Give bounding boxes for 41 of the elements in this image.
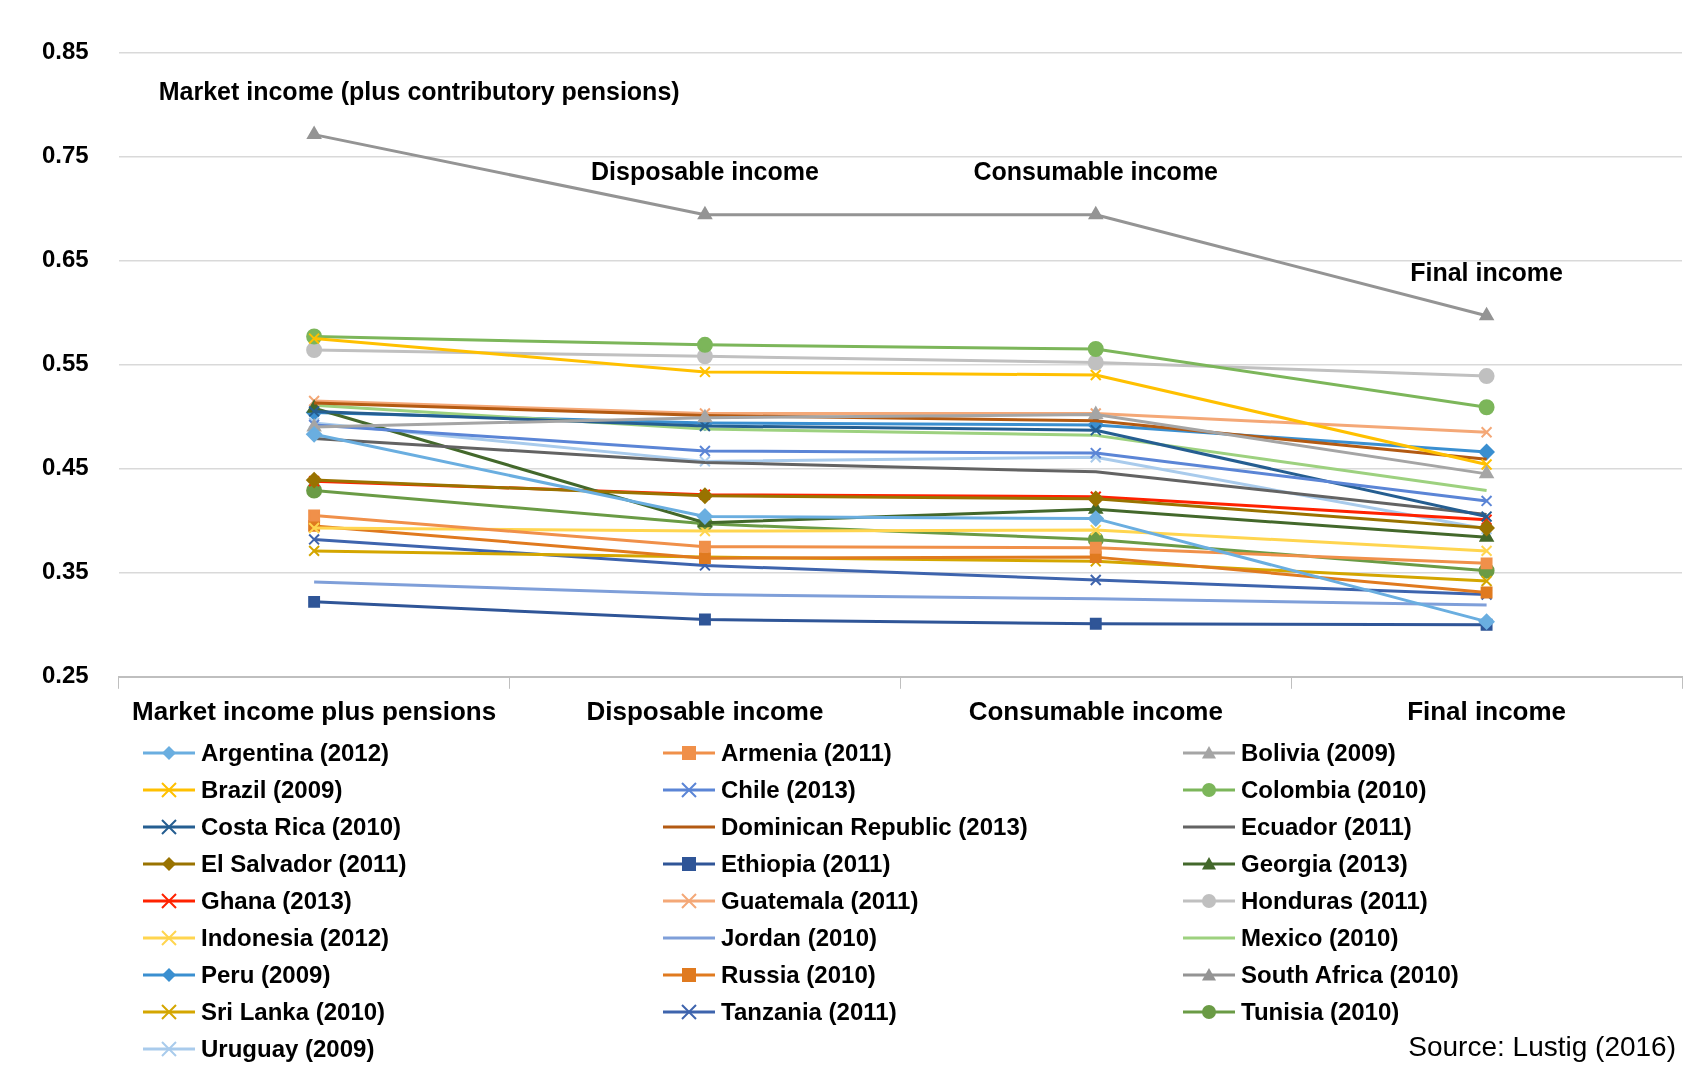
legend-label: Dominican Republic (2013) [721,812,1028,841]
annotation: Disposable income [591,156,819,185]
legend-label: Costa Rica (2010) [201,812,402,841]
legend-label: Brazil (2009) [201,775,343,804]
y-tick-label: 0.75 [41,141,89,169]
y-tick-label: 0.55 [41,349,89,377]
y-tick-label: 0.85 [41,37,89,65]
legend-label: Peru (2009) [201,960,331,989]
y-tick-label: 0.35 [41,557,89,585]
legend-label: Ecuador (2011) [1241,812,1412,841]
legend-label: Ghana (2013) [201,886,352,915]
legend-label: El Salvador (2011) [201,849,407,878]
annotation: Consumable income [973,156,1219,185]
legend-label: Ethiopia (2011) [721,849,891,878]
y-tick-label: 0.65 [41,245,89,273]
legend-label: Tunisia (2010) [1241,997,1400,1026]
annotation: Final income [1410,257,1564,286]
legend-label: Mexico (2010) [1241,923,1399,952]
legend-label: Argentina (2012) [201,738,390,767]
legend-label: Armenia (2011) [721,738,892,767]
legend-label: Honduras (2011) [1241,886,1428,915]
legend-label: Colombia (2010) [1241,775,1427,804]
annotation: Market income (plus contributory pensions) [158,76,680,105]
x-tick-label: Market income plus pensions [132,695,497,726]
x-tick-label: Consumable income [968,695,1223,726]
legend-label: Guatemala (2011) [721,886,919,915]
legend-label: Jordan (2010) [721,923,878,952]
y-tick-label: 0.45 [41,453,89,481]
legend-label: Uruguay (2009) [201,1034,375,1063]
legend-label: Indonesia (2012) [201,923,390,952]
legend-label: Tanzania (2011) [721,997,897,1026]
legend-label: Russia (2010) [721,960,876,989]
x-tick-label: Final income [1407,695,1567,726]
legend-label: Sri Lanka (2010) [201,997,386,1026]
legend-label: Georgia (2013) [1241,849,1408,878]
legend-label: Chile (2013) [721,775,856,804]
legend-label: Bolivia (2009) [1241,738,1396,767]
legend-label: South Africa (2010) [1241,960,1459,989]
x-tick-label: Disposable income [586,695,824,726]
source-note: Source: Lustig (2016) [1408,1031,1676,1063]
y-tick-label: 0.25 [41,661,89,689]
